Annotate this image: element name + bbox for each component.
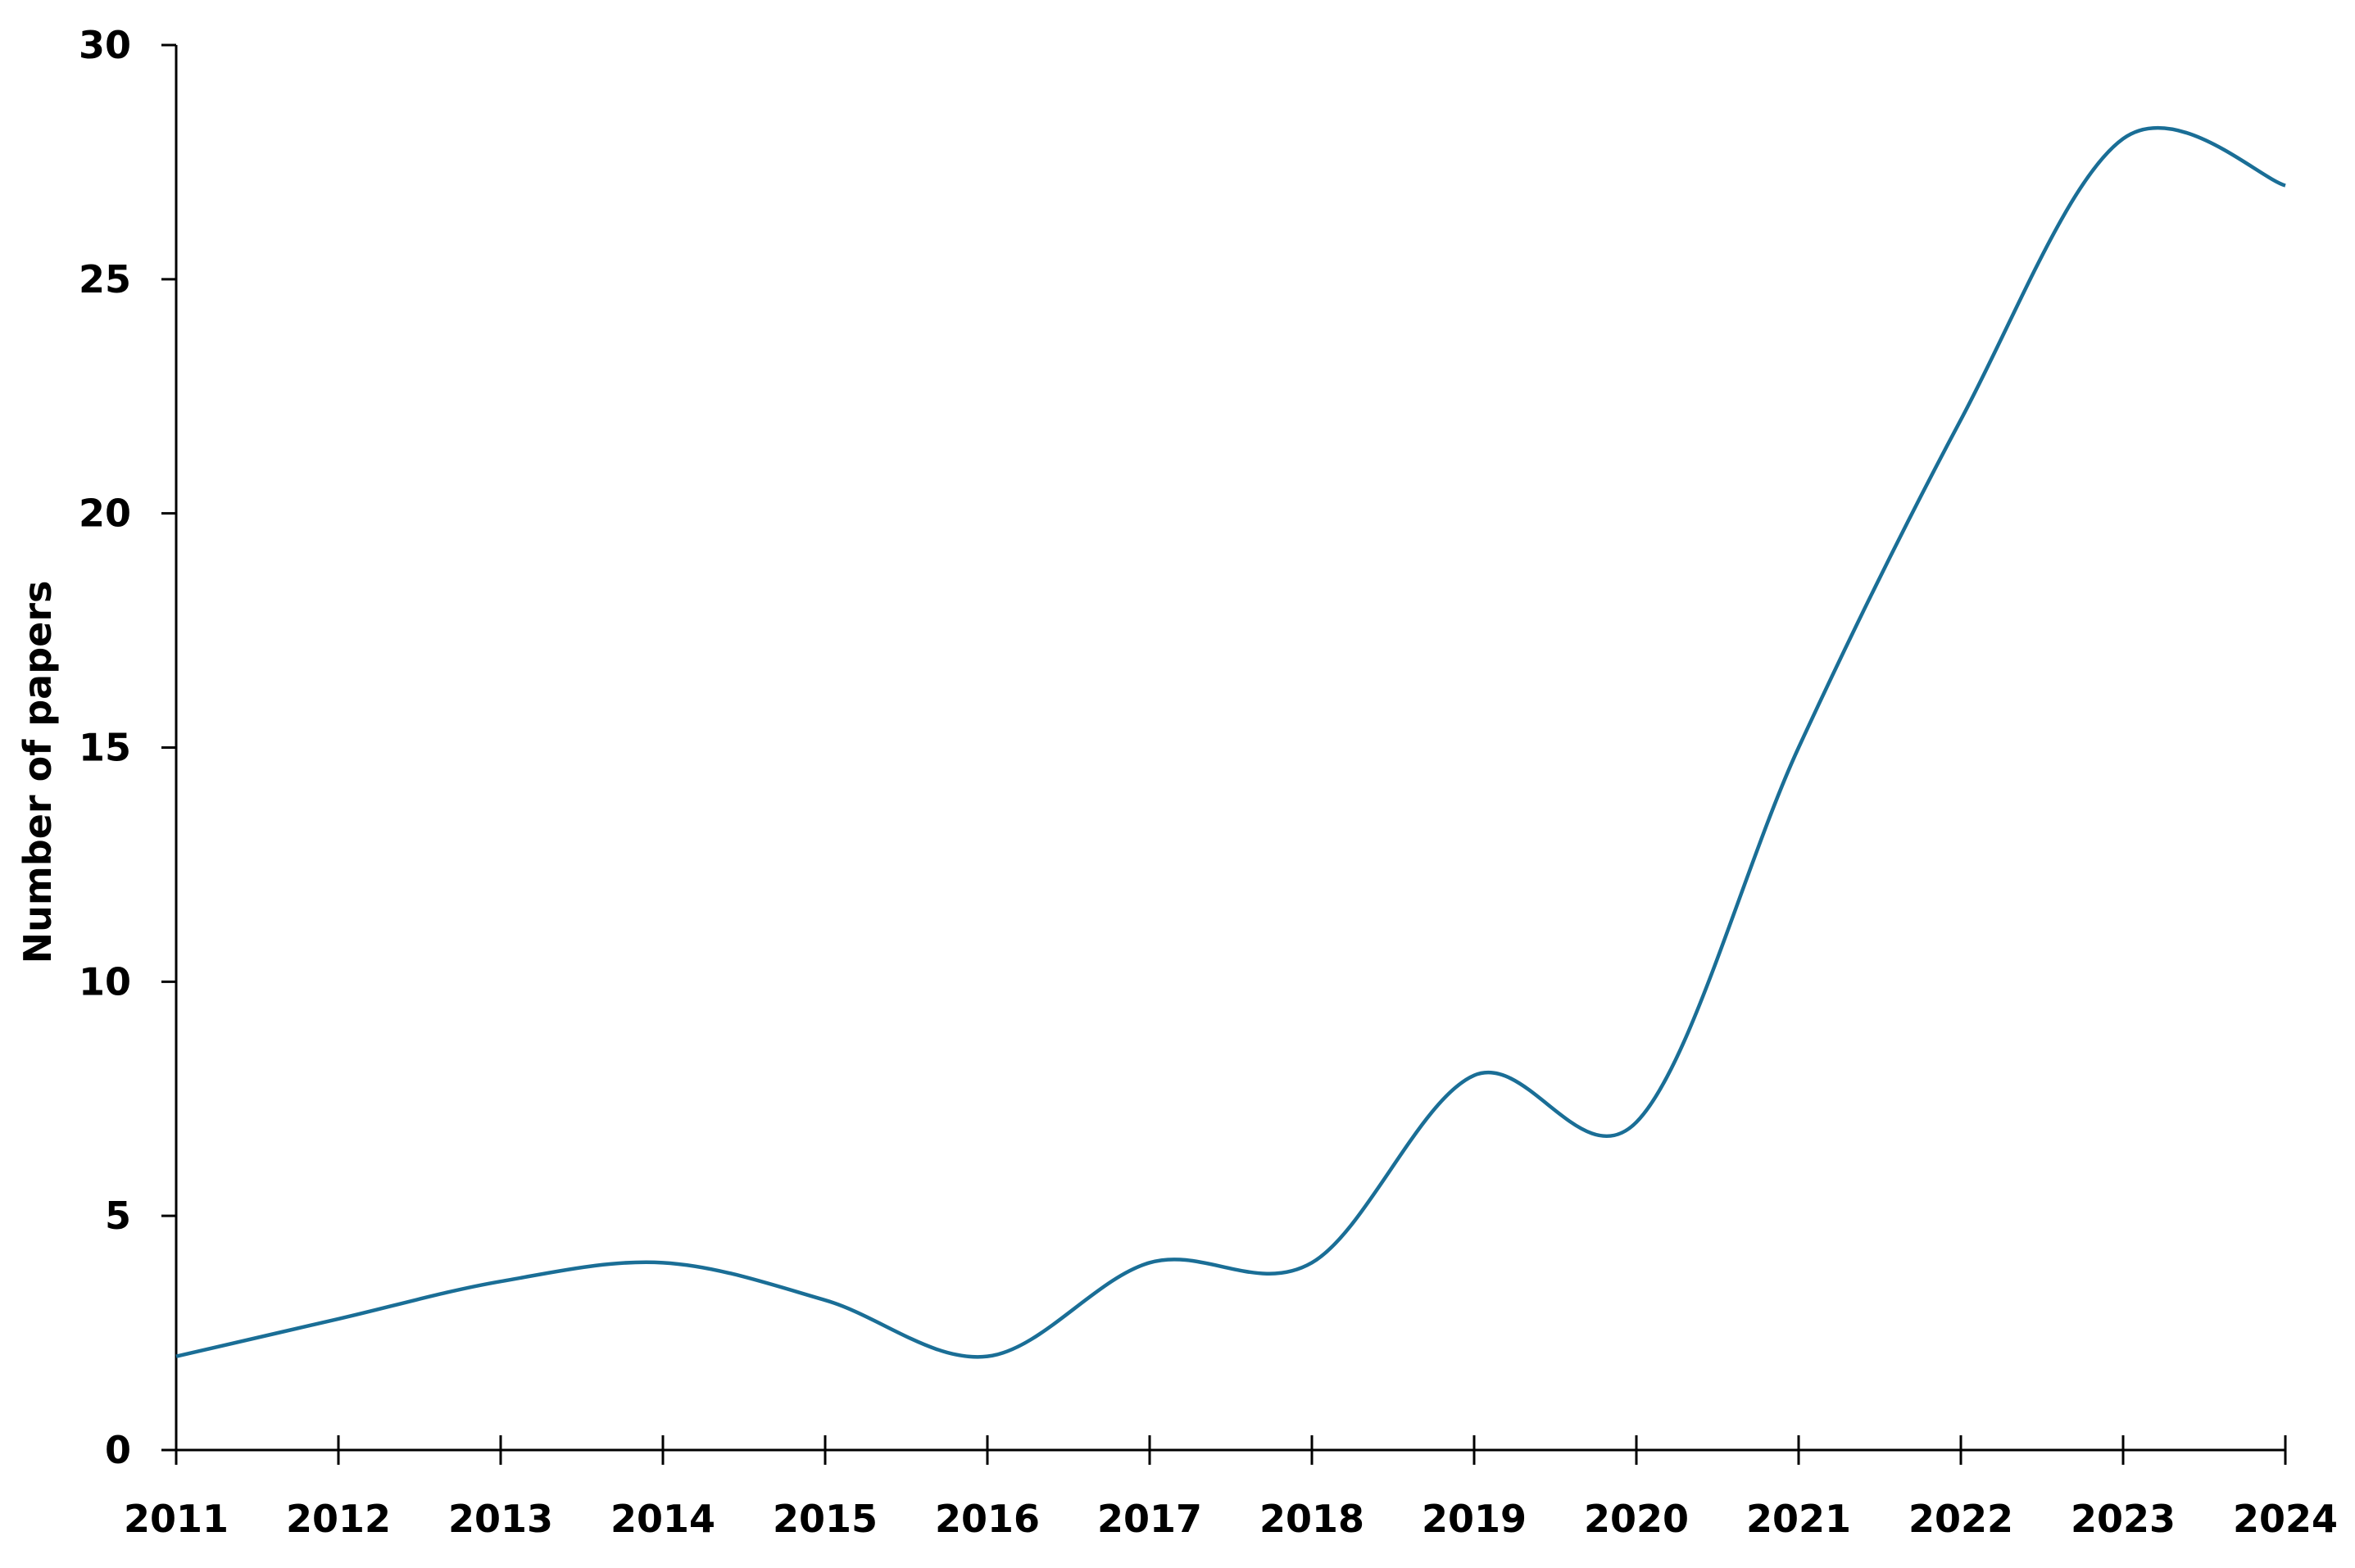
x-tick-label: 2014 <box>610 1497 715 1541</box>
x-tick-label: 2024 <box>2233 1497 2338 1541</box>
x-tick-label: 2020 <box>1584 1497 1689 1541</box>
y-tick-label: 15 <box>79 726 131 770</box>
x-tick-label: 2023 <box>2071 1497 2176 1541</box>
x-tick-label: 2017 <box>1097 1497 1202 1541</box>
x-tick-label: 2016 <box>935 1497 1040 1541</box>
x-axis-ticks: 2011 2012 2013 2014 2015 2016 2017 2018 2019 2020… <box>124 1435 2338 1541</box>
y-tick-label: 25 <box>79 257 131 301</box>
y-tick-label: 30 <box>79 23 131 67</box>
x-tick-label: 2018 <box>1259 1497 1364 1541</box>
y-axis-title: Number of papers <box>16 581 60 964</box>
x-tick-label: 2013 <box>448 1497 553 1541</box>
y-tick-label: 20 <box>79 492 131 536</box>
x-tick-label: 2021 <box>1746 1497 1851 1541</box>
x-tick-label: 2012 <box>286 1497 391 1541</box>
series-line <box>175 125 2286 1359</box>
x-tick-label: 2022 <box>1908 1497 2013 1541</box>
x-tick-label: 2015 <box>773 1497 878 1541</box>
y-tick-label: 0 <box>105 1428 131 1472</box>
y-tick-label: 10 <box>79 959 131 1004</box>
y-tick-label: 5 <box>105 1194 131 1238</box>
x-tick-label: 2019 <box>1422 1497 1527 1541</box>
y-axis-ticks: 0 5 10 15 20 25 30 <box>79 23 176 1472</box>
x-tick-label: 2011 <box>124 1497 229 1541</box>
